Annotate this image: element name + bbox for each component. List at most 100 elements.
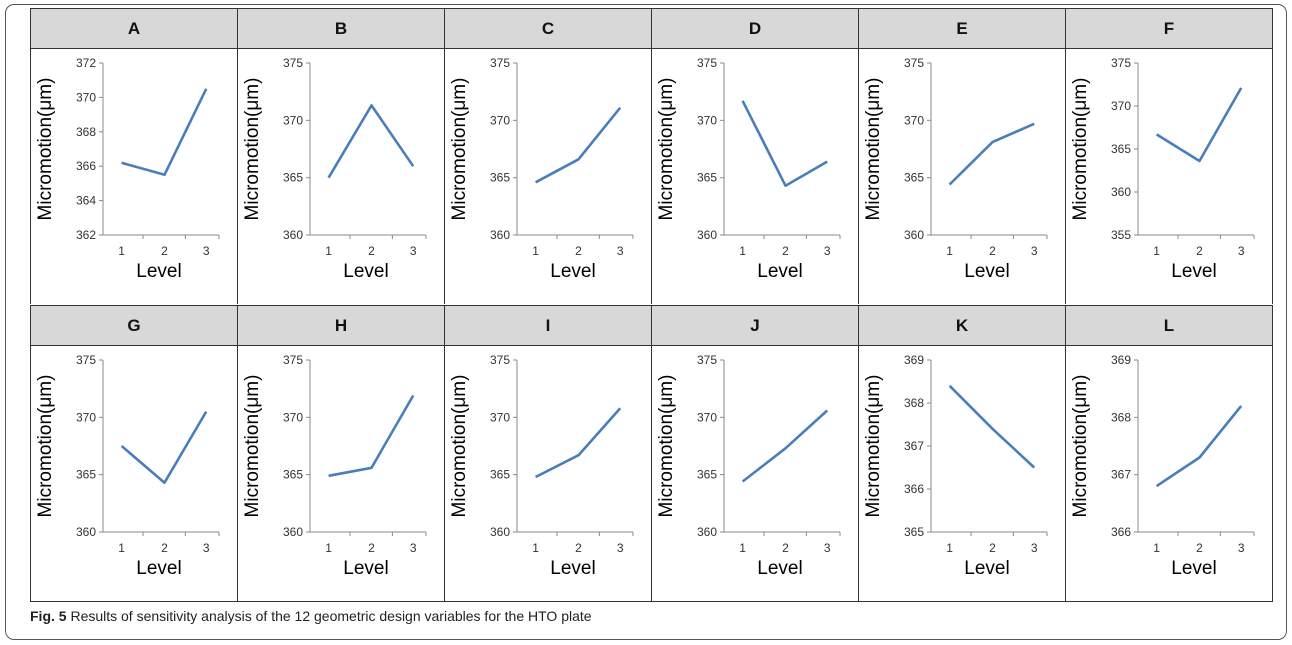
x-axis-title: Level [757, 558, 802, 579]
y-axis-title: Micromotion(μm) [242, 375, 263, 518]
y-tick-label: 375 [1111, 56, 1131, 70]
x-tick-label: 1 [946, 244, 953, 258]
series-line [741, 409, 829, 483]
y-tick-label: 365 [904, 171, 924, 185]
x-tick-label: 1 [946, 541, 953, 555]
panel-title: I [445, 306, 651, 346]
x-tick-label: 3 [410, 541, 417, 555]
series-line [327, 104, 415, 179]
x-tick-label: 3 [824, 244, 831, 258]
y-axis-title: Micromotion(μm) [656, 375, 677, 518]
x-axis-title: Level [550, 558, 595, 579]
y-tick-label: 370 [1111, 99, 1131, 113]
caption-text: Results of sensitivity analysis of the 1… [70, 608, 592, 624]
panel-title: A [31, 9, 237, 49]
x-tick-label: 1 [1153, 244, 1160, 258]
x-tick-label: 2 [368, 541, 375, 555]
y-axis-title: Micromotion(μm) [449, 375, 470, 518]
y-tick-label: 370 [490, 113, 510, 127]
panel-title: D [652, 9, 858, 49]
x-axis-title: Level [964, 261, 1009, 282]
y-axis-title: Micromotion(μm) [242, 78, 263, 221]
x-tick-label: 2 [989, 244, 996, 258]
chart-plot: 360 365 370 375 1 2 3 Level Micromotion(μm) [656, 56, 841, 282]
y-tick-label: 366 [904, 482, 924, 496]
chart-panel-h: H 360 365 370 375 1 2 3 Level Micromotion(μm) [237, 305, 444, 602]
x-tick-label: 1 [739, 244, 746, 258]
figure-caption: Fig. 5 Results of sensitivity analysis o… [30, 608, 592, 624]
x-tick-label: 2 [989, 541, 996, 555]
x-tick-label: 3 [1031, 541, 1038, 555]
x-tick-label: 2 [161, 541, 168, 555]
chart-plot: 362 364 366 368 370 372 1 2 3 Level Micromotion(μm… [35, 56, 220, 282]
y-tick-label: 360 [283, 525, 303, 539]
chart-panel-e: E 360 365 370 375 1 2 3 Level Micromotion(μm) [858, 8, 1065, 304]
y-tick-label: 360 [490, 228, 510, 242]
chart-plot: 360 365 370 375 1 2 3 Level Micromotion(μm) [242, 353, 427, 579]
x-tick-label: 1 [532, 244, 539, 258]
x-tick-label: 3 [203, 541, 210, 555]
y-tick-label: 365 [490, 468, 510, 482]
x-axis-title: Level [136, 558, 181, 579]
x-axis-title: Level [550, 261, 595, 282]
y-axis-title: Micromotion(μm) [863, 375, 884, 518]
panel-title: B [238, 9, 444, 49]
y-axis-title: Micromotion(μm) [1070, 78, 1091, 221]
series-line [328, 394, 415, 478]
y-tick-label: 370 [76, 410, 96, 424]
y-tick-label: 375 [283, 353, 303, 367]
x-tick-label: 2 [782, 244, 789, 258]
chart-panel-d: D 360 365 370 375 1 2 3 Level Micromotion(μm) [651, 8, 858, 304]
y-tick-label: 365 [1111, 142, 1131, 156]
chart-panel-i: I 360 365 370 375 1 2 3 Level Micromotion(μm) [444, 305, 651, 602]
x-tick-label: 3 [410, 244, 417, 258]
y-tick-label: 375 [490, 56, 510, 70]
series-line [535, 407, 622, 479]
x-tick-label: 1 [739, 541, 746, 555]
x-tick-label: 1 [1153, 541, 1160, 555]
chart-panel-g: G 360 365 370 375 1 2 3 Level Micromotion(μm) [30, 305, 237, 602]
chart-plot: 360 365 370 375 1 2 3 Level Micromotion(μm) [35, 353, 220, 579]
panel-title: H [238, 306, 444, 346]
chart-plot: 360 365 370 375 1 2 3 Level Micromotion(μm) [449, 353, 634, 579]
y-tick-label: 365 [283, 171, 303, 185]
series-line [534, 106, 622, 184]
y-tick-label: 365 [904, 525, 924, 539]
chart-plot: 365 366 367 368 369 1 2 3 Level Micromotion(μm) [863, 353, 1048, 579]
x-axis-title: Level [343, 261, 388, 282]
y-tick-label: 360 [490, 525, 510, 539]
y-tick-label: 360 [283, 228, 303, 242]
x-axis-title: Level [1171, 261, 1216, 282]
x-tick-label: 2 [575, 244, 582, 258]
chart-plot: 366 367 368 369 1 2 3 Level Micromotion(μm) [1070, 353, 1255, 579]
panel-title: C [445, 9, 651, 49]
y-tick-label: 375 [697, 353, 717, 367]
y-axis-title: Micromotion(μm) [863, 78, 884, 221]
caption-label: Fig. 5 [30, 608, 67, 624]
y-tick-label: 372 [76, 56, 96, 70]
chart-panel-l: L 366 367 368 369 1 2 3 Level Micromotion(μm) [1065, 305, 1273, 602]
y-tick-label: 369 [904, 353, 924, 367]
chart-plot: 360 365 370 375 1 2 3 Level Micromotion(μm) [242, 56, 427, 282]
series-line [121, 88, 208, 177]
panel-title: F [1066, 9, 1272, 49]
chart-panel-c: C 360 365 370 375 1 2 3 Level Micromotion(μm) [444, 8, 651, 304]
y-tick-label: 375 [697, 56, 717, 70]
y-tick-label: 367 [904, 439, 924, 453]
y-tick-label: 375 [76, 353, 96, 367]
x-tick-label: 1 [118, 244, 125, 258]
chart-plot: 355 360 365 370 375 1 2 3 Level Micromotion(μm) [1070, 56, 1255, 282]
series-line [1155, 405, 1243, 488]
y-tick-label: 375 [283, 56, 303, 70]
y-axis-title: Micromotion(μm) [35, 78, 56, 221]
chart-plot: 360 365 370 375 1 2 3 Level Micromotion(μm) [863, 56, 1048, 282]
y-tick-label: 365 [490, 171, 510, 185]
chart-plot: 360 365 370 375 1 2 3 Level Micromotion(μm) [656, 353, 841, 579]
chart-panel-j: J 360 365 370 375 1 2 3 Level Micromotion(μm) [651, 305, 858, 602]
x-axis-title: Level [757, 261, 802, 282]
y-tick-label: 370 [76, 90, 96, 104]
x-tick-label: 3 [1031, 244, 1038, 258]
panel-title: J [652, 306, 858, 346]
x-tick-label: 3 [1238, 541, 1245, 555]
chart-panel-f: F 355 360 365 370 375 1 2 3 Level Micromotion(μm) [1065, 8, 1273, 304]
